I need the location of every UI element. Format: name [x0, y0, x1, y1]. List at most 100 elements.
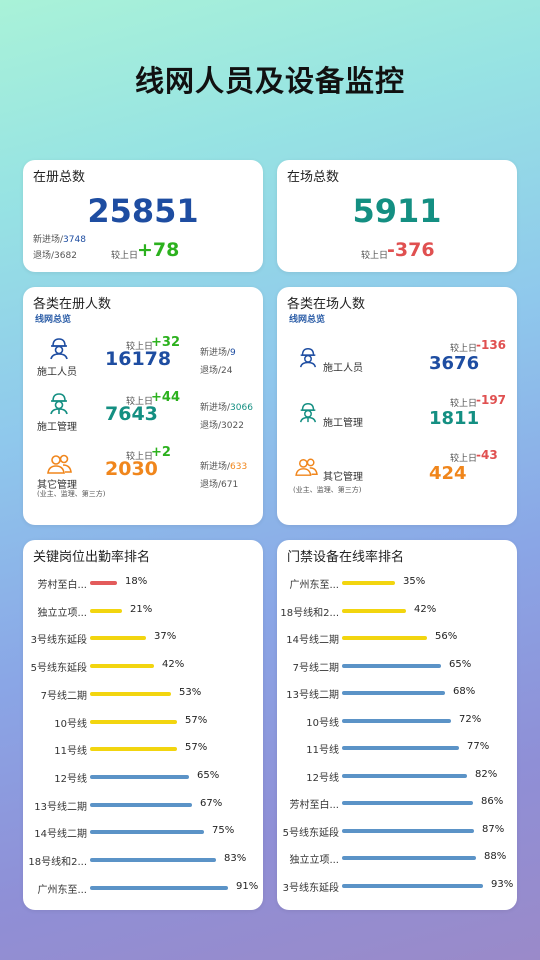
ranking-bar — [90, 691, 171, 696]
ranking-row[interactable]: 10号线 72% — [277, 714, 517, 729]
network-overview-link[interactable]: 线网总览 — [35, 315, 72, 325]
group-icon — [295, 457, 319, 477]
ranking-row[interactable]: 独立立项... 88% — [277, 851, 517, 866]
ranking-row[interactable]: 18号线和2... 83% — [23, 853, 263, 868]
compare-label: 较上日 — [111, 251, 139, 261]
ranking-label: 11号线 — [306, 745, 339, 756]
compare-label: 较上日 — [126, 452, 154, 462]
ranking-row[interactable]: 14号线二期 56% — [277, 631, 517, 646]
ranking-label: 10号线 — [54, 718, 87, 730]
ranking-label: 芳村至白... — [289, 800, 339, 811]
ranking-label: 13号线二期 — [34, 801, 87, 813]
row-name: 施工管理 — [37, 422, 77, 433]
ranking-row[interactable]: 5号线东延段 42% — [23, 659, 263, 675]
row-value: 16178 — [105, 348, 172, 370]
ranking-value: 53% — [179, 686, 202, 698]
registered-total-value: 25851 — [87, 192, 199, 230]
ranking-row[interactable]: 7号线二期 53% — [23, 686, 263, 702]
ranking-row[interactable]: 12号线 65% — [23, 770, 263, 785]
ranking-bar — [90, 774, 189, 779]
row-note: (业主、监理、第三方) — [37, 490, 106, 498]
ranking-row[interactable]: 芳村至白... 18% — [23, 576, 263, 591]
compare-value: +32 — [151, 335, 180, 350]
ranking-row[interactable]: 14号线二期 75% — [23, 825, 263, 840]
ranking-value: 37% — [154, 631, 177, 643]
ranking-bar — [342, 718, 451, 723]
gate-ranking-card: 门禁设备在线率排名 广州东至... 35% 18号线和2... 42% 14号线二期 56… — [277, 540, 517, 910]
ranking-row[interactable]: 11号线 77% — [277, 741, 517, 756]
ranking-value: 82% — [475, 768, 498, 780]
ranking-bar — [342, 691, 445, 695]
ranking-bar — [342, 883, 483, 888]
ranking-value: 57% — [185, 714, 208, 726]
ranking-bar — [90, 719, 177, 724]
ranking-row[interactable]: 3号线东延段 37% — [23, 631, 263, 647]
ranking-label: 3号线东延段 — [282, 882, 339, 894]
card-title: 关键岗位出勤率排名 — [33, 550, 151, 565]
ranking-row[interactable]: 7号线二期 65% — [277, 658, 517, 674]
ranking-value: 35% — [403, 576, 426, 587]
card-title: 门禁设备在线率排名 — [287, 550, 405, 565]
row-name: 施工人员 — [37, 367, 77, 378]
card-title: 在场总数 — [287, 170, 340, 185]
ranking-value: 77% — [467, 741, 490, 752]
ranking-bar — [90, 608, 122, 613]
compare-label: 较上日 — [126, 342, 154, 352]
exit-text: 退场/3022 — [200, 421, 244, 431]
ranking-value: 83% — [224, 853, 247, 864]
ranking-label: 12号线 — [306, 772, 339, 784]
ranking-row[interactable]: 3号线东延段 93% — [277, 879, 517, 894]
ranking-value: 42% — [414, 603, 437, 615]
ranking-label: 3号线东延段 — [30, 635, 87, 647]
ranking-label: 11号线 — [54, 746, 87, 758]
ranking-value: 75% — [212, 825, 235, 837]
row-value: 1811 — [429, 408, 480, 429]
ranking-bar — [342, 746, 459, 750]
ranking-label: 芳村至白... — [37, 580, 87, 591]
row-name: 施工管理 — [323, 418, 363, 429]
ranking-bar — [342, 801, 473, 805]
card-title: 在册总数 — [33, 170, 86, 185]
onsite-total-card[interactable]: 在场总数 5911 较上日 -376 — [277, 160, 517, 272]
registered-total-card[interactable]: 在册总数 25851 新进场/3748 退场/3682 较上日 +78 — [23, 160, 263, 272]
manager-icon — [297, 401, 319, 423]
ranking-bar — [90, 885, 228, 890]
registered-types-card: 各类在册人数 线网总览 施工人员 较上日 +32 16178 新进场/9 退场/… — [23, 287, 263, 525]
ranking-row[interactable]: 11号线 57% — [23, 742, 263, 758]
ranking-row[interactable]: 独立立项... 21% — [23, 604, 263, 619]
ranking-label: 5号线东延段 — [30, 663, 87, 675]
compare-value: +2 — [151, 445, 171, 460]
ranking-row[interactable]: 18号线和2... 42% — [277, 603, 517, 619]
ranking-bar — [342, 663, 441, 668]
ranking-label: 18号线和2... — [280, 607, 339, 619]
compare-label: 较上日 — [450, 454, 478, 464]
ranking-label: 12号线 — [54, 773, 87, 785]
ranking-row[interactable]: 13号线二期 68% — [277, 686, 517, 701]
ranking-value: 65% — [449, 658, 472, 670]
ranking-label: 独立立项... — [37, 607, 87, 619]
ranking-row[interactable]: 10号线 57% — [23, 714, 263, 730]
ranking-bar — [90, 830, 204, 835]
ranking-value: 86% — [481, 796, 504, 807]
exit-text: 退场/671 — [200, 480, 239, 490]
ranking-row[interactable]: 12号线 82% — [277, 768, 517, 784]
ranking-value: 87% — [482, 823, 505, 835]
network-overview-link[interactable]: 线网总览 — [289, 315, 326, 325]
ranking-value: 91% — [236, 880, 259, 892]
ranking-label: 广州东至... — [37, 884, 87, 896]
row-value: 2030 — [105, 458, 158, 480]
ranking-row[interactable]: 芳村至白... 86% — [277, 796, 517, 811]
ranking-row[interactable]: 5号线东延段 87% — [277, 823, 517, 839]
row-value: 3676 — [429, 353, 480, 374]
ranking-bar — [90, 581, 117, 585]
new-entry-text: 新进场/3066 — [200, 403, 253, 413]
ranking-row[interactable]: 广州东至... 91% — [23, 880, 263, 896]
ranking-bar — [342, 608, 406, 613]
ranking-label: 5号线东延段 — [282, 827, 339, 839]
ranking-row[interactable]: 广州东至... 35% — [277, 576, 517, 591]
ranking-label: 7号线二期 — [40, 690, 87, 702]
row-value: 7643 — [105, 403, 158, 425]
new-entry-text: 新进场/633 — [200, 462, 248, 472]
ranking-bar — [342, 828, 474, 833]
ranking-row[interactable]: 13号线二期 67% — [23, 798, 263, 813]
